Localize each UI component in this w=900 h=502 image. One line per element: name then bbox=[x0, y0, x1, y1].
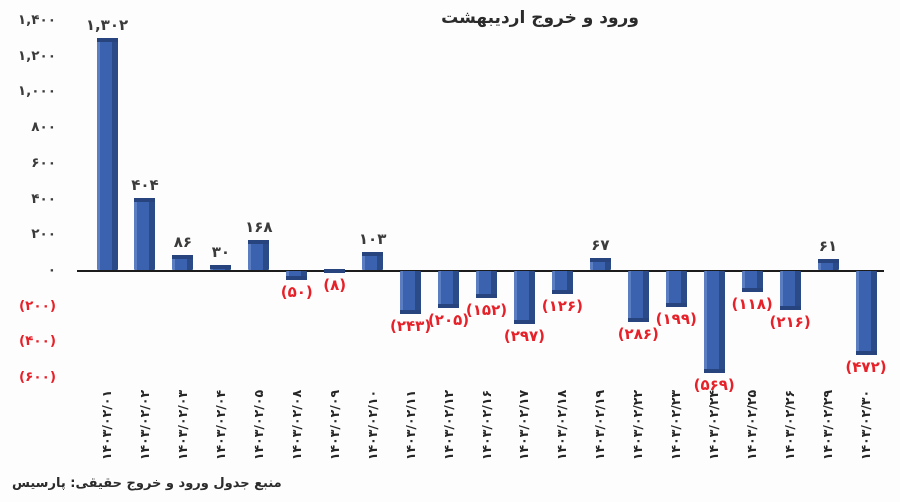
bar-cap bbox=[362, 251, 384, 256]
y-axis-tick-label: ۱,۲۰۰ bbox=[17, 47, 56, 64]
y-axis-tick-label: ۲۰۰ bbox=[31, 226, 56, 243]
bar-value-label: (۱۱۸) bbox=[731, 295, 773, 314]
bar-cap bbox=[248, 240, 270, 244]
y-axis-tick-label: ۱,۰۰۰ bbox=[17, 83, 56, 100]
bar bbox=[286, 271, 308, 280]
x-axis-category-label: ۱۴۰۳/۰۲/۰۳ bbox=[174, 389, 190, 461]
bar-value-label: (۴۷۲) bbox=[845, 358, 887, 377]
y-axis-tick-label: ۶۰۰ bbox=[31, 154, 56, 171]
bar-value-label: (۲۸۶) bbox=[617, 325, 659, 344]
bar-value-label: (۱۹۹) bbox=[655, 309, 697, 328]
bar bbox=[703, 271, 725, 373]
bar bbox=[551, 271, 573, 294]
bar-value-label: ۶۷ bbox=[591, 236, 610, 255]
bar bbox=[855, 271, 877, 356]
bar-value-label: (۲۴۳) bbox=[390, 317, 432, 336]
bar-cap bbox=[286, 275, 308, 280]
bar-cap bbox=[703, 368, 725, 373]
bar bbox=[400, 271, 422, 315]
bar-cap bbox=[438, 303, 460, 308]
x-axis-category-label: ۱۴۰۳/۰۲/۱۹ bbox=[592, 389, 608, 461]
bar-cap bbox=[551, 289, 573, 294]
x-axis-category-label: ۱۴۰۳/۰۲/۰۲ bbox=[136, 389, 152, 461]
x-axis-category-label: ۱۴۰۳/۰۲/۰۱ bbox=[99, 389, 114, 461]
bar bbox=[513, 271, 535, 325]
bar bbox=[134, 197, 156, 270]
bar bbox=[324, 268, 346, 273]
bar-cap bbox=[513, 320, 535, 325]
bar bbox=[210, 264, 232, 270]
bar-cap bbox=[589, 258, 611, 263]
x-axis-category-label: ۱۴۰۳/۰۲/۲۹ bbox=[820, 389, 836, 461]
bar-cap bbox=[324, 268, 346, 273]
y-axis-tick-label: (۶۰۰) bbox=[18, 369, 56, 386]
y-axis-tick-label: ۴۰۰ bbox=[31, 190, 56, 207]
bar-value-label: ۳۰ bbox=[211, 242, 230, 261]
bar bbox=[817, 259, 839, 270]
bar bbox=[248, 240, 270, 270]
x-axis-category-label: ۱۴۰۳/۰۲/۰۹ bbox=[326, 389, 342, 461]
x-axis-category-label: ۱۴۰۳/۰۲/۱۰ bbox=[364, 389, 380, 461]
bar-cap bbox=[627, 318, 649, 323]
bar-cap bbox=[665, 302, 687, 307]
bar-cap bbox=[741, 288, 763, 293]
x-axis-line bbox=[77, 270, 884, 272]
bar-value-label: (۵۶۹) bbox=[693, 375, 735, 394]
bar-value-label: (۱۲۶) bbox=[541, 296, 583, 315]
bar bbox=[627, 271, 649, 323]
bar-value-label: (۲۹۷) bbox=[503, 327, 546, 346]
bar bbox=[476, 271, 497, 299]
bar-value-label: (۵۰) bbox=[280, 282, 313, 301]
x-axis-category-label: ۱۴۰۳/۰۲/۱۲ bbox=[440, 389, 456, 461]
x-axis-category-label: ۱۴۰۳/۰۲/۱۸ bbox=[554, 389, 570, 461]
bar bbox=[96, 37, 118, 270]
y-axis-tick-label: (۲۰۰) bbox=[18, 297, 56, 314]
bar-value-label: (۲۰۵) bbox=[427, 310, 470, 329]
bar bbox=[362, 251, 384, 270]
bar bbox=[665, 271, 687, 307]
bar-cap bbox=[210, 264, 232, 269]
x-axis-category-label: ۱۴۰۳/۰۲/۲۵ bbox=[744, 389, 760, 461]
bar-value-label: (۱۵۲) bbox=[465, 301, 508, 320]
x-axis-category-label: ۱۴۰۳/۰۲/۰۴ bbox=[212, 389, 228, 461]
bar-value-label: (۸) bbox=[323, 275, 347, 294]
bar bbox=[589, 258, 611, 270]
bar-cap bbox=[96, 37, 118, 42]
y-axis-tick-label: ۸۰۰ bbox=[31, 119, 56, 136]
x-axis-category-label: ۱۴۰۳/۰۲/۱۶ bbox=[478, 389, 494, 461]
bar-value-label: ۶۱ bbox=[818, 237, 838, 256]
bar-value-label: ۴۰۴ bbox=[131, 175, 159, 194]
source-note: منبع جدول ورود و خروج حقیقی: پارسیس bbox=[12, 476, 282, 491]
x-axis-category-label: ۱۴۰۳/۰۲/۳۰ bbox=[858, 389, 873, 461]
bar bbox=[741, 271, 763, 293]
x-axis-category-label: ۱۴۰۳/۰۲/۲۳ bbox=[668, 389, 684, 461]
x-axis-category-label: ۱۴۰۳/۰۲/۰۸ bbox=[288, 389, 304, 461]
bar-value-label: ۱۶۸ bbox=[245, 218, 273, 236]
bar-cap bbox=[779, 305, 801, 310]
bar-cap bbox=[172, 254, 194, 259]
bar-value-label: ۱,۳۰۲ bbox=[85, 15, 129, 34]
chart-title: ورود و خروج اردیبهشت bbox=[441, 8, 639, 28]
x-axis-category-label: ۱۴۰۳/۰۲/۱۷ bbox=[516, 389, 532, 461]
bar bbox=[172, 254, 194, 270]
x-axis-category-label: ۱۴۰۳/۰۲/۰۵ bbox=[250, 389, 266, 461]
bar bbox=[438, 271, 460, 308]
y-axis-tick-label: ۰ bbox=[47, 262, 56, 278]
bar-value-label: ۱۰۳ bbox=[358, 229, 387, 248]
y-axis-tick-label: ۱,۴۰۰ bbox=[17, 12, 56, 28]
y-axis-tick-label: (۴۰۰) bbox=[18, 333, 56, 350]
x-axis-category-label: ۱۴۰۳/۰۲/۲۶ bbox=[782, 389, 798, 461]
bar-cap bbox=[134, 197, 156, 202]
bar-cap bbox=[817, 259, 839, 264]
bar-cap bbox=[855, 351, 877, 356]
x-axis-category-label: ۱۴۰۳/۰۲/۱۱ bbox=[402, 389, 418, 461]
bar-value-label: (۲۱۶) bbox=[769, 312, 811, 331]
x-axis-category-label: ۱۴۰۳/۰۲/۲۲ bbox=[630, 389, 646, 461]
bar bbox=[779, 271, 801, 310]
bar-cap bbox=[476, 294, 497, 299]
bar-cap bbox=[400, 310, 422, 315]
bar-value-label: ۸۶ bbox=[173, 232, 193, 251]
x-axis-category-label: ۱۴۰۳/۰۲/۲۴ bbox=[706, 389, 722, 461]
